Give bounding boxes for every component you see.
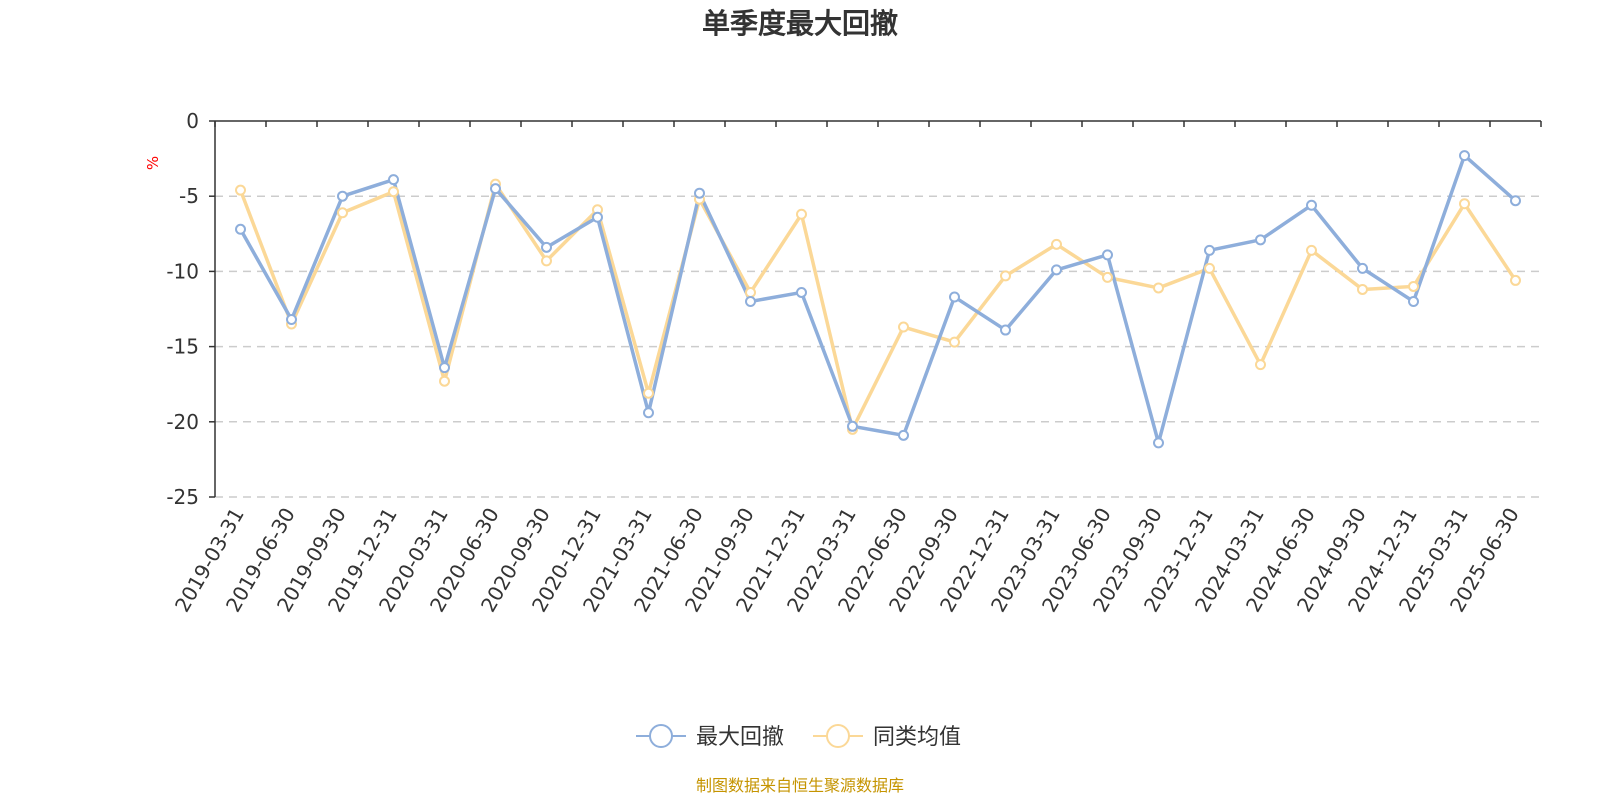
data-point[interactable]	[541, 241, 552, 253]
data-point[interactable]	[745, 286, 756, 298]
data-point[interactable]	[1357, 262, 1368, 274]
data-point[interactable]	[1510, 274, 1521, 286]
data-point[interactable]	[1102, 249, 1113, 261]
y-tick-label: -25	[166, 485, 199, 509]
data-point[interactable]	[1255, 234, 1266, 246]
source-note: 制图数据来自恒生聚源数据库	[696, 776, 904, 795]
legend-label[interactable]: 同类均值	[873, 725, 961, 750]
data-point[interactable]	[235, 223, 246, 235]
grid-lines	[215, 195, 1541, 498]
data-point[interactable]	[1204, 262, 1215, 274]
axes	[209, 120, 1542, 498]
data-point[interactable]	[1306, 199, 1317, 211]
data-point[interactable]	[439, 362, 450, 374]
data-point[interactable]	[694, 187, 705, 199]
data-point[interactable]	[643, 407, 654, 419]
data-point[interactable]	[337, 190, 348, 202]
data-point[interactable]	[1102, 271, 1113, 283]
y-tick-label: -10	[166, 259, 199, 283]
legend-label[interactable]: 最大回撤	[696, 725, 784, 750]
y-axis-ticks: 0 -5 -10 -15 -20 -25	[166, 109, 199, 509]
data-point[interactable]	[337, 207, 348, 219]
y-tick-label: -15	[166, 335, 199, 359]
chart-title: 单季度最大回撤	[702, 7, 898, 40]
data-point[interactable]	[541, 255, 552, 267]
data-point[interactable]	[1255, 359, 1266, 371]
data-point[interactable]	[1000, 270, 1011, 282]
data-point[interactable]	[592, 211, 603, 223]
data-point[interactable]	[1051, 238, 1062, 250]
data-point[interactable]	[1408, 280, 1419, 292]
data-point[interactable]	[898, 429, 909, 441]
data-point[interactable]	[1204, 244, 1215, 256]
data-point[interactable]	[745, 295, 756, 307]
data-point[interactable]	[1357, 283, 1368, 295]
data-point[interactable]	[490, 183, 501, 195]
y-axis-unit: %	[144, 156, 162, 170]
data-point[interactable]	[388, 186, 399, 198]
series	[235, 150, 1521, 449]
data-point[interactable]	[1153, 437, 1164, 449]
data-point[interactable]	[898, 321, 909, 333]
data-point[interactable]	[1306, 244, 1317, 256]
series-line-0	[238, 153, 1517, 445]
data-point[interactable]	[439, 375, 450, 387]
y-tick-label: -20	[166, 410, 199, 434]
y-tick-label: 0	[186, 109, 199, 133]
x-axis-ticks: 2019-03-312019-06-302019-09-302019-12-31…	[170, 504, 1524, 617]
y-tick-label: -5	[179, 184, 199, 208]
data-point[interactable]	[1000, 324, 1011, 336]
data-point[interactable]	[796, 286, 807, 298]
data-point[interactable]	[235, 184, 246, 196]
data-point[interactable]	[949, 291, 960, 303]
data-point[interactable]	[796, 208, 807, 220]
data-point[interactable]	[1459, 198, 1470, 210]
data-point[interactable]	[1408, 295, 1419, 307]
legend-marker[interactable]	[649, 724, 673, 748]
data-point[interactable]	[1459, 150, 1470, 162]
series-line-1	[238, 182, 1517, 432]
data-point[interactable]	[1051, 264, 1062, 276]
data-point[interactable]	[388, 174, 399, 186]
data-point[interactable]	[1510, 195, 1521, 207]
data-point[interactable]	[847, 420, 858, 432]
legend: 最大回撤 同类均值	[636, 724, 961, 750]
data-point[interactable]	[643, 387, 654, 399]
data-point[interactable]	[286, 314, 297, 326]
data-point[interactable]	[1153, 282, 1164, 294]
legend-marker[interactable]	[826, 724, 850, 748]
data-point[interactable]	[949, 336, 960, 348]
